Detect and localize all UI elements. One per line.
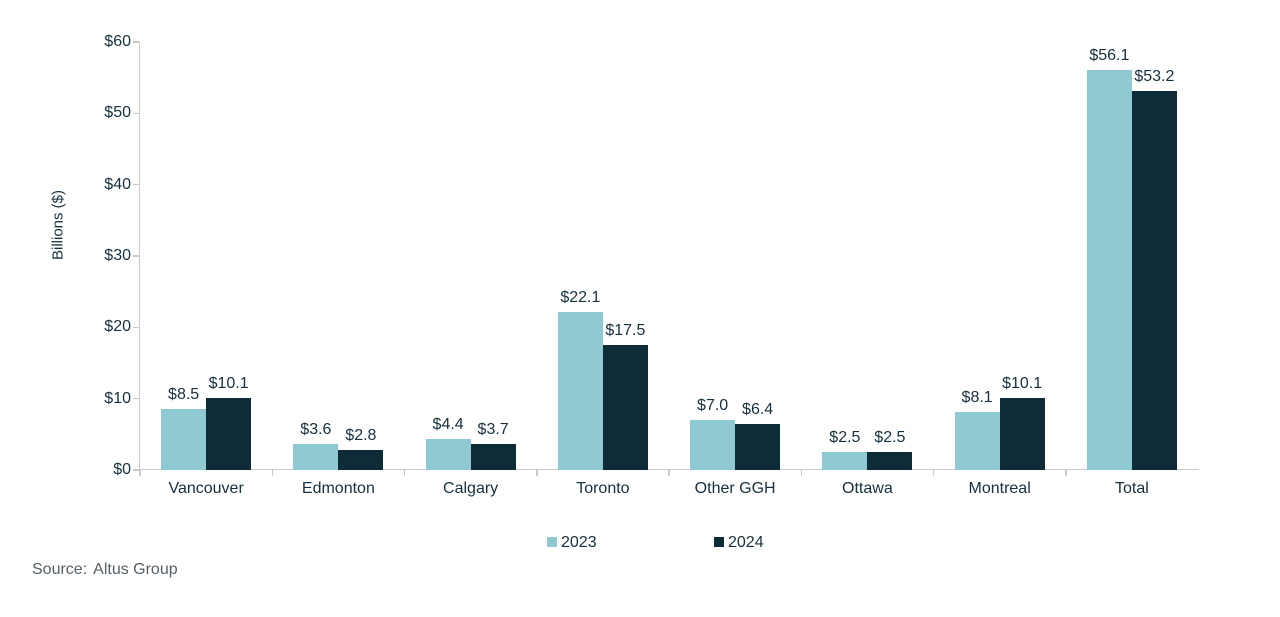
category-label-montreal: Montreal <box>968 480 1031 497</box>
bar-2023-other-ggh <box>690 420 736 470</box>
x-tick-mark <box>800 470 802 476</box>
bar-value-label: $22.1 <box>560 289 601 307</box>
bar-value-label: $6.4 <box>742 401 774 419</box>
bar-2023-total <box>1086 69 1132 470</box>
bar-value-label: $4.4 <box>432 415 464 433</box>
legend-swatch-2023 <box>547 537 557 547</box>
x-tick-mark <box>668 470 670 476</box>
y-tick-mark <box>132 255 139 257</box>
x-tick-mark <box>932 470 935 476</box>
bar-value-label: $17.5 <box>605 322 646 340</box>
y-tick-label: $60 <box>104 33 131 50</box>
x-tick-mark <box>139 470 141 476</box>
category-label-toronto: Toronto <box>576 480 630 497</box>
y-tick-mark <box>132 326 139 329</box>
source-note: Source: Altus Group <box>32 561 178 579</box>
x-tick-mark <box>1065 470 1067 476</box>
bar-value-label: $7.0 <box>697 397 729 415</box>
bar-value-label: $2.5 <box>829 429 861 447</box>
y-tick-mark <box>132 112 139 115</box>
bar-2023-edmonton <box>293 444 339 470</box>
bar-2024-edmonton <box>338 450 384 470</box>
bar-2023-montreal <box>954 412 1000 470</box>
bar-value-label: $3.7 <box>477 420 509 438</box>
bar-value-label: $8.5 <box>168 386 200 404</box>
bar-value-label: $10.1 <box>1002 374 1043 392</box>
bar-2024-montreal <box>999 397 1045 470</box>
x-axis-line <box>138 468 1199 470</box>
bar-value-label: $56.1 <box>1089 46 1130 64</box>
bar-value-label: $8.1 <box>961 389 993 407</box>
x-tick-mark <box>536 470 538 476</box>
y-tick-mark <box>132 397 139 400</box>
bar-value-label: $2.5 <box>874 429 906 447</box>
bar-2024-calgary <box>470 443 516 470</box>
y-tick-label: $10 <box>104 389 131 407</box>
y-tick-label: $30 <box>104 247 131 264</box>
legend-swatch-2024 <box>714 537 724 547</box>
category-label-vancouver: Vancouver <box>168 480 244 497</box>
y-tick-label: $0 <box>113 461 131 478</box>
bar-value-label: $2.8 <box>345 427 377 445</box>
legend-label: 2023 <box>561 534 597 551</box>
category-label-calgary: Calgary <box>443 480 499 497</box>
bar-2024-ottawa <box>867 452 913 470</box>
plot-area: $8.5 $10.1 $3.6 $2.8 $4.4 $3.7 $22.1 $17.5 $7.0 $… <box>140 42 1198 470</box>
bar-2024-toronto <box>602 345 648 470</box>
y-tick-mark <box>132 41 139 43</box>
bar-2023-calgary <box>425 438 471 470</box>
y-axis-line <box>138 42 140 470</box>
x-tick-mark <box>403 470 406 476</box>
source-value: Altus Group <box>93 561 178 578</box>
legend-item-2023: 2023 <box>547 535 597 551</box>
bar-2023-vancouver <box>161 409 207 470</box>
bar-2023-toronto <box>557 312 603 470</box>
bar-2024-total <box>1131 90 1177 470</box>
category-label-other-ggh: Other GGH <box>694 480 776 497</box>
source-label: Source: <box>32 561 88 578</box>
category-label-edmonton: Edmonton <box>301 480 375 497</box>
bar-value-label: $53.2 <box>1134 67 1175 85</box>
y-tick-label: $50 <box>104 104 131 122</box>
category-label-total: Total <box>1114 480 1149 497</box>
category-label-ottawa: Ottawa <box>842 480 893 497</box>
legend-label: 2024 <box>728 534 764 551</box>
bar-value-label: $3.6 <box>300 421 332 439</box>
y-tick-label: $40 <box>104 175 131 193</box>
y-tick-mark <box>132 183 139 186</box>
y-tick-mark <box>132 469 139 471</box>
x-tick-mark <box>271 470 273 476</box>
bar-2023-ottawa <box>822 452 868 470</box>
y-tick-label: $20 <box>104 318 131 336</box>
legend-item-2024: 2024 <box>714 535 764 551</box>
y-axis-title: Billions ($) <box>49 189 67 261</box>
bar-2024-other-ggh <box>735 424 781 470</box>
bar-value-label: $10.1 <box>208 374 249 392</box>
bar-2024-vancouver <box>206 397 252 470</box>
